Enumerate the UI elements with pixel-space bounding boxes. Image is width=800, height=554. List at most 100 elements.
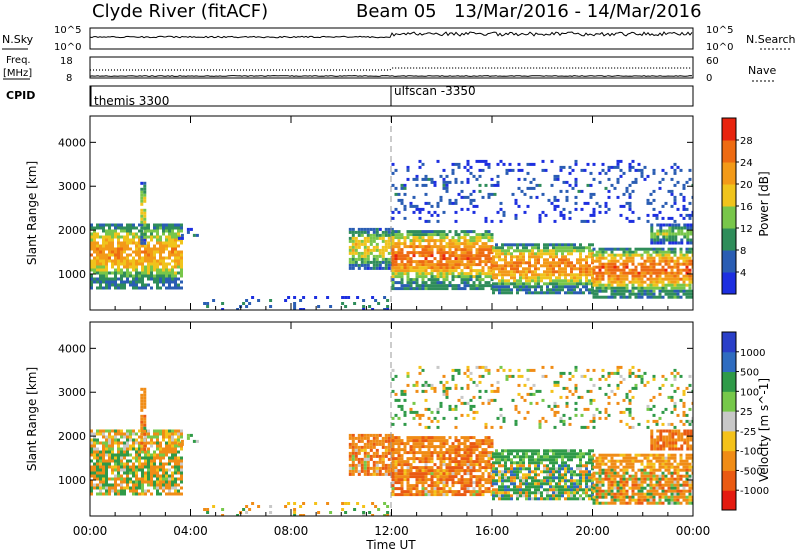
echo-cell [640,280,644,284]
echo-cell [513,470,516,474]
echo-cell [543,273,546,277]
echo-cell [649,256,653,260]
echo-cell [384,266,388,270]
echo-cell [631,277,635,281]
echo-cell [487,266,491,270]
echo-cell [415,466,419,470]
echo-cell [93,229,96,233]
echo-cell [135,432,138,436]
echo-cell [378,254,382,258]
echo-cell [120,432,123,436]
echo-cell [688,274,692,278]
echo-cell [114,223,117,227]
echo-cell [171,477,174,481]
echo-cell [111,235,114,239]
echo-cell [400,475,404,479]
echo-cell [381,260,385,264]
echo-cell [451,245,455,249]
echo-cell [135,480,138,484]
echo-cell [610,480,614,484]
echo-cell [528,258,531,262]
echo-cell [132,259,135,263]
echo-cell [565,180,569,184]
echo-cell [162,456,165,460]
echo-cell [469,457,473,461]
echo-cell [552,473,555,477]
echo-cell [677,223,681,227]
echo-cell [159,480,162,484]
echo-cell [676,292,680,296]
echo-cell [607,195,611,199]
echo-cell [691,274,693,278]
echo-cell [165,444,168,448]
echo-cell [622,486,626,490]
echo-cell [391,493,395,497]
echo-cell [433,266,437,270]
echo-cell [628,462,632,466]
echo-cell [579,485,582,489]
echo-cell [448,266,452,270]
echo-cell [132,280,135,284]
echo-cell [507,288,510,292]
echo-cell [604,492,608,496]
echo-cell [108,432,111,436]
echo-cell [108,438,111,442]
echo-cell [460,436,464,440]
echo-cell [625,501,629,505]
echo-cell [688,168,692,172]
echo-cell [688,256,692,260]
echo-cell [394,192,398,196]
echo-cell [105,235,108,239]
echo-cell [406,463,410,467]
echo-cell [679,256,683,260]
echo-cell [177,456,180,460]
echo-cell [381,436,385,440]
echo-cell [549,479,552,483]
echo-cell [472,436,476,440]
echo-cell [390,227,394,231]
echo-cell [378,433,382,437]
echo-cell [613,483,617,487]
echo-cell [445,183,449,187]
echo-cell [592,471,596,475]
echo-cell [519,249,522,253]
echo-cell [528,264,531,268]
echo-cell [668,223,672,227]
echo-cell [601,480,605,484]
echo-cell [418,457,422,461]
echo-cell [510,467,513,471]
echo-cell [507,467,510,471]
echo-cell [123,256,126,260]
echo-cell [397,442,401,446]
echo-cell [436,204,440,208]
echo-cell [673,250,677,254]
echo-cell [576,249,579,253]
echo-cell [90,277,93,281]
echo-cell [436,230,440,234]
echo-cell [445,451,449,455]
echo-cell [372,454,376,458]
echo-cell [378,248,382,252]
echo-cell [159,238,162,242]
echo-cell [102,453,105,457]
echo-cell [165,256,168,260]
echo-cell [531,476,534,480]
echo-cell [676,286,680,290]
echo-cell [132,468,135,472]
echo-cell [105,283,108,287]
echo-cell [673,198,677,202]
echo-cell [99,247,102,251]
echo-cell [397,242,401,246]
echo-cell [610,277,614,281]
echo-cell [522,288,525,292]
echo-cell [484,159,488,163]
echo-cell [126,241,129,245]
echo-cell [212,299,216,302]
echo-cell [433,239,437,243]
echo-cell [433,233,437,237]
echo-cell [357,227,361,231]
echo-cell [162,247,165,251]
echo-cell [478,469,482,473]
echo-cell [498,488,501,492]
echo-cell [475,257,479,261]
